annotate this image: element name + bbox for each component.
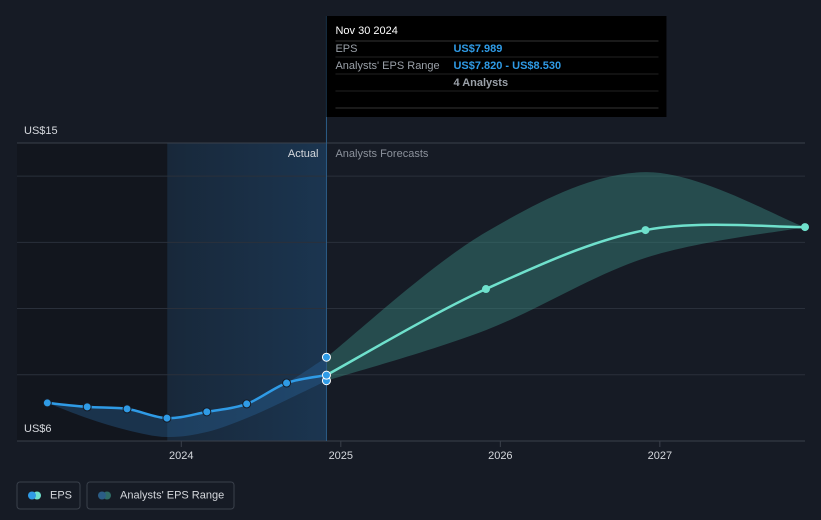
y-tick-label: US$15: [24, 125, 58, 137]
eps-point: [162, 413, 172, 423]
forecast-point: [481, 285, 490, 294]
range-band: [47, 357, 327, 438]
eps-point: [82, 402, 92, 412]
tooltip-box: [326, 16, 667, 117]
legend-button[interactable]: [86, 481, 235, 510]
tooltip-value: US$7.820 - US$8.530: [453, 60, 561, 72]
legend-swatch: [28, 491, 36, 500]
x-tick-label: 2024: [169, 450, 193, 462]
eps-point: [202, 407, 212, 417]
legend-button[interactable]: [16, 481, 81, 510]
actual-label: Actual: [288, 148, 319, 160]
eps-point: [282, 378, 292, 388]
forecast-line: [325, 223, 806, 377]
forecast-point: [801, 223, 809, 232]
tooltip-label: EPS: [335, 43, 357, 55]
legend-label: Analysts' EPS Range: [120, 489, 224, 501]
eps-point: [242, 399, 252, 409]
forecast-label: Analysts Forecasts: [335, 148, 428, 160]
actual-region: [167, 143, 327, 441]
past-region: [17, 143, 168, 441]
legend-item[interactable]: Analysts' EPS Range: [86, 481, 235, 510]
legend-label: EPS: [50, 489, 72, 501]
legend-swatch: [98, 491, 106, 500]
tooltip-value: 4 Analysts: [453, 77, 508, 89]
y-tick-label: US$6: [24, 423, 52, 435]
eps-point: [42, 398, 52, 408]
tooltip-value: US$7.989: [453, 43, 502, 55]
range-point: [321, 352, 331, 362]
eps-point: [122, 404, 132, 414]
x-tick-label: 2025: [329, 450, 353, 462]
legend-item[interactable]: EPS: [16, 481, 81, 510]
tooltip-date: Nov 30 2024: [335, 25, 397, 37]
tooltip: Nov 30 2024 EPS US$7.989 Analysts' EPS Rang…: [326, 16, 667, 117]
forecast-point: [641, 226, 650, 235]
x-tick-label: 2026: [488, 450, 512, 462]
x-tick-label: 2027: [648, 450, 672, 462]
eps-point-current: [321, 370, 331, 380]
tooltip-label: Analysts' EPS Range: [335, 60, 439, 72]
